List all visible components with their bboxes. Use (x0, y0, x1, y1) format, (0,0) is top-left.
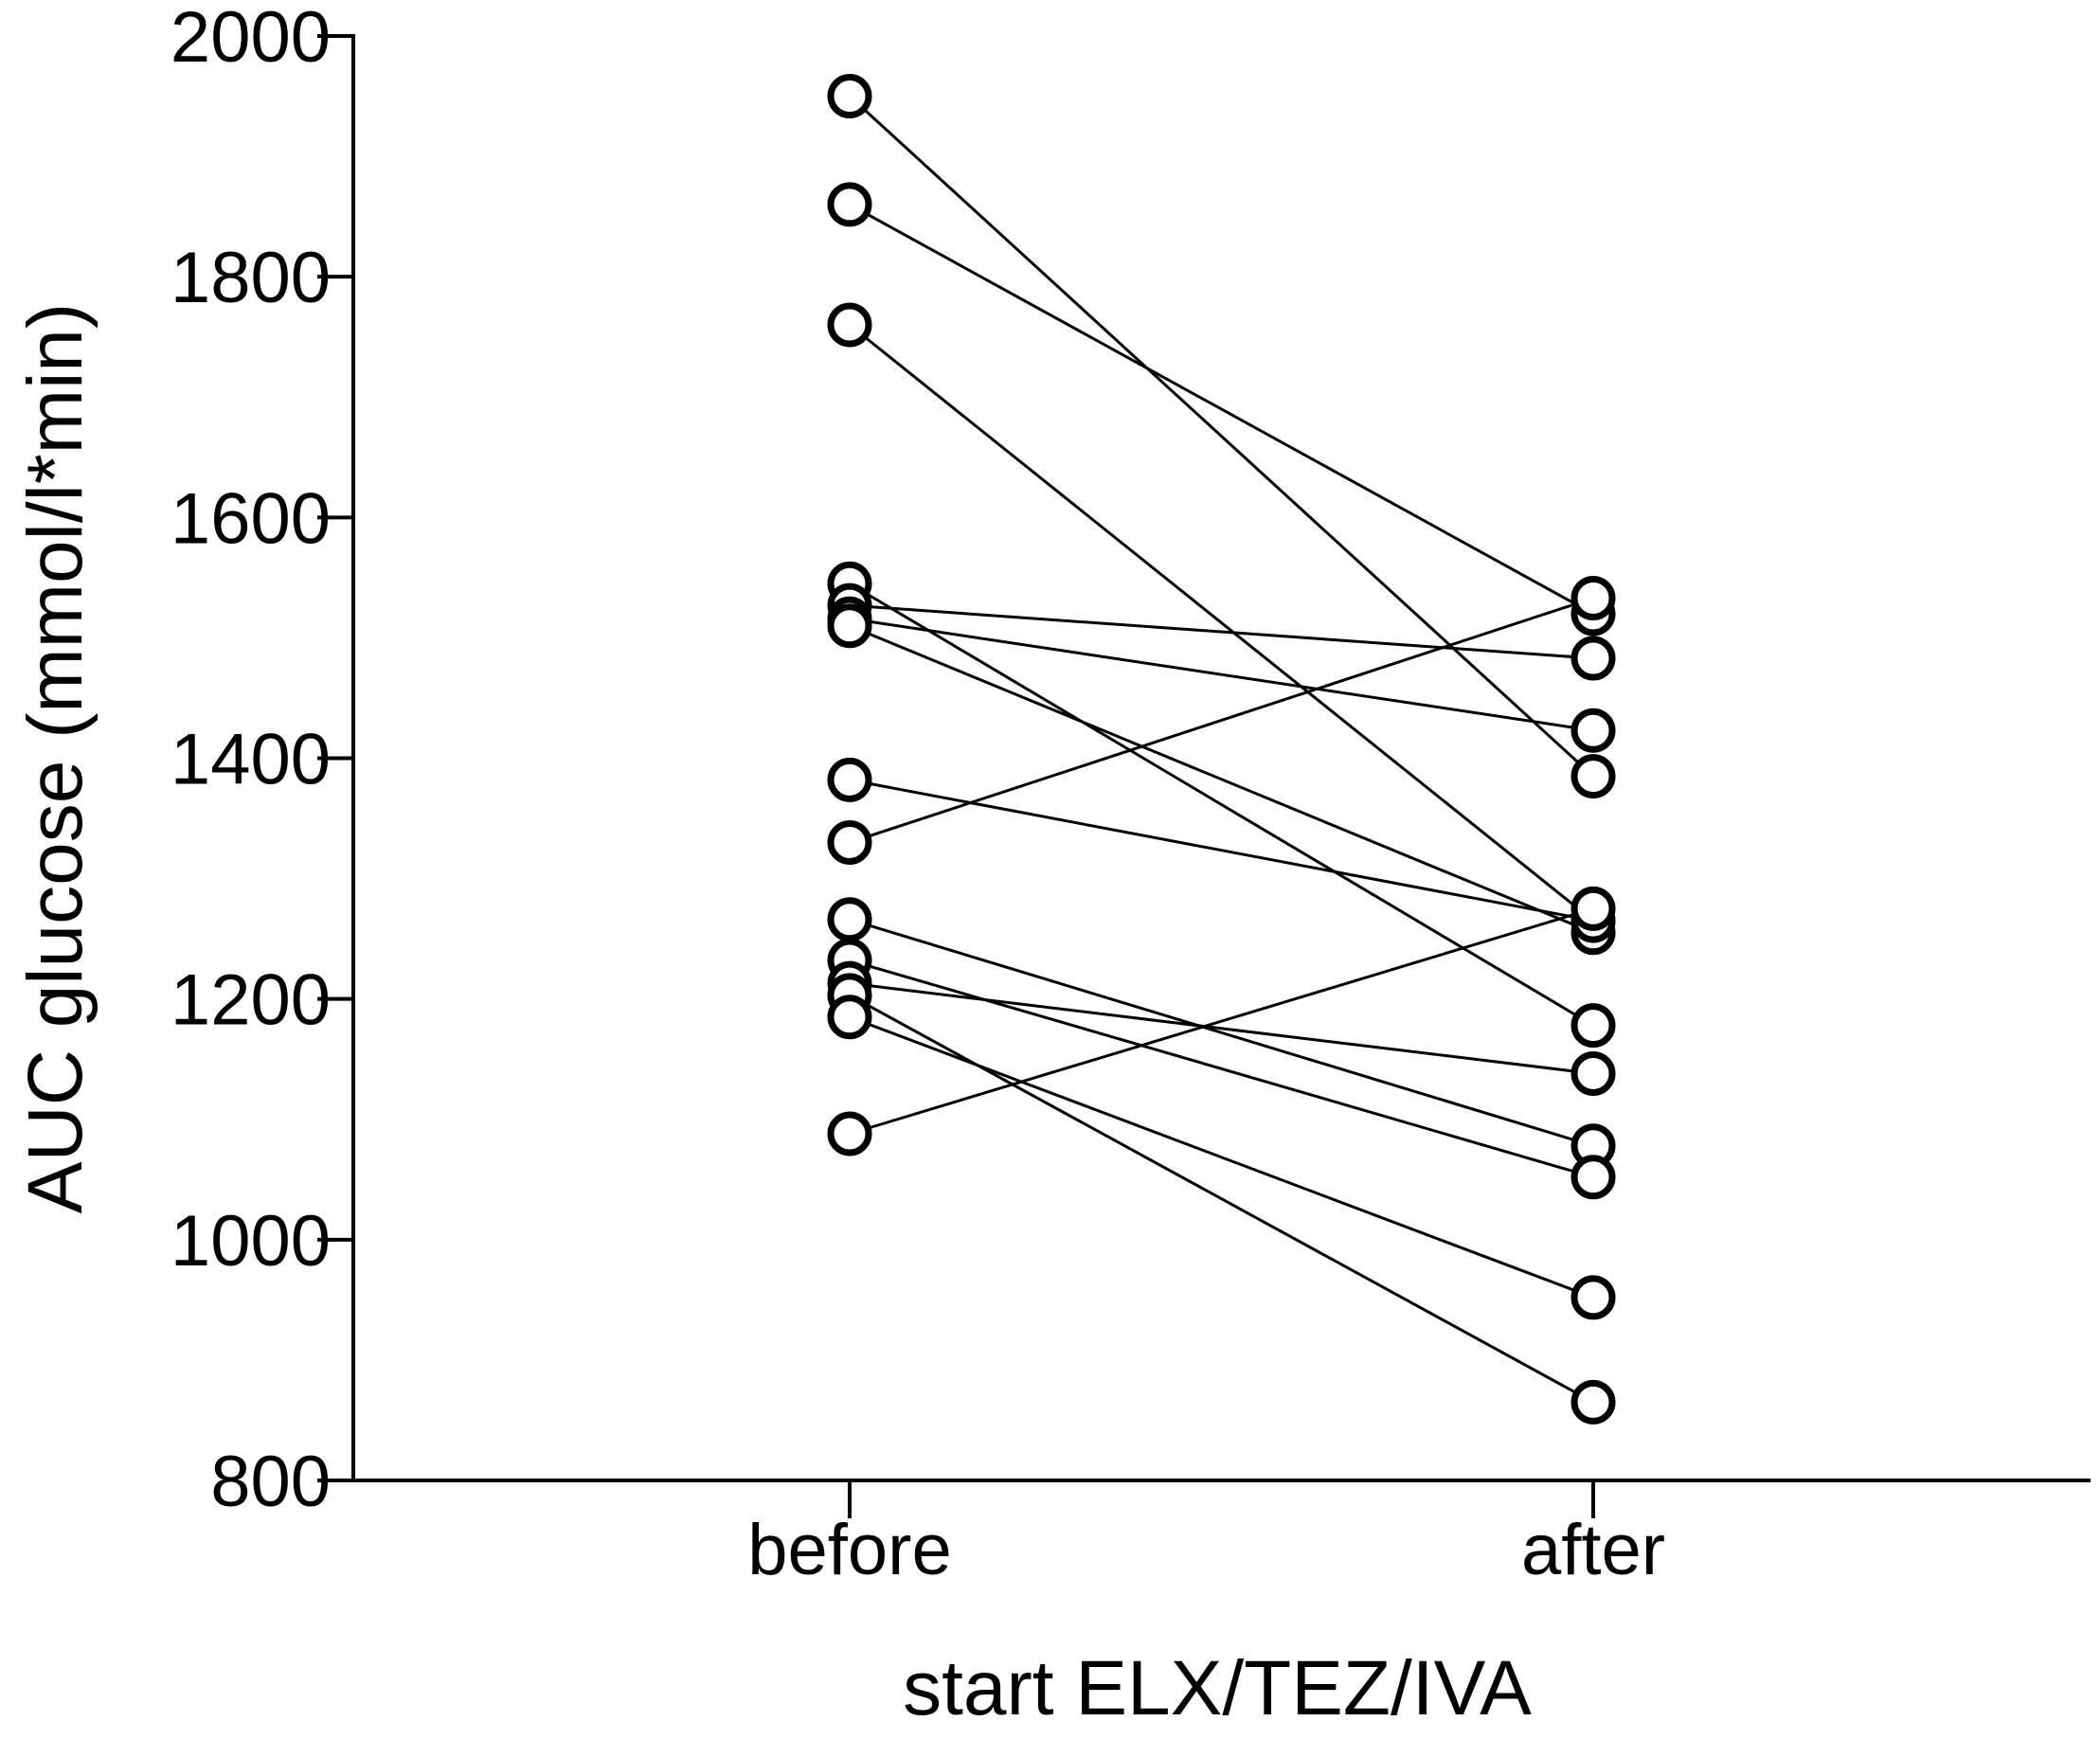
point-after-1 (1571, 754, 1616, 799)
pair-line-10 (849, 918, 1594, 1148)
pair-lines (848, 95, 1595, 1404)
pair-line-15 (849, 906, 1594, 1136)
point-after-5 (1571, 636, 1616, 681)
point-before-14 (827, 995, 872, 1040)
pair-line-8 (849, 778, 1594, 923)
point-before-3 (827, 302, 872, 348)
y-tick-label: 1000 (171, 1201, 331, 1282)
y-tick-label: 1800 (171, 238, 331, 318)
point-after-12 (1571, 1050, 1616, 1096)
pair-line-11 (849, 959, 1594, 1179)
y-tick-labels: 800 1000 1200 1400 1600 1800 2000 (171, 0, 331, 1522)
y-tick-label: 1400 (171, 720, 331, 800)
pair-line-6 (849, 617, 1594, 732)
point-after-14 (1571, 1275, 1616, 1320)
x-axis-ticks (848, 1480, 1595, 1518)
point-before-2 (827, 182, 872, 227)
x-axis-label: start ELX/TEZ/IVA (903, 1645, 1532, 1731)
y-axis-label: AUC glucose (mmol/l*min) (12, 303, 99, 1213)
point-after-4 (1571, 1003, 1616, 1049)
point-before-9 (827, 819, 872, 865)
pair-line-13 (849, 994, 1594, 1404)
pair-line-5 (849, 603, 1594, 660)
x-tick-label-after: after (1521, 1510, 1665, 1590)
pair-line-3 (849, 323, 1594, 923)
point-after-6 (1571, 708, 1616, 753)
pair-line-14 (849, 1015, 1594, 1300)
y-tick-label: 2000 (171, 0, 331, 78)
pair-line-9 (849, 597, 1594, 844)
point-after-11 (1571, 1155, 1616, 1200)
point-before-1 (827, 74, 872, 119)
pair-line-1 (848, 95, 1595, 778)
point-before-10 (827, 897, 872, 942)
y-tick-label: 1600 (171, 478, 331, 559)
x-tick-labels: before after (747, 1510, 1665, 1590)
point-before-8 (827, 757, 872, 802)
x-tick-label-before: before (747, 1510, 952, 1590)
point-after-9 (1571, 575, 1616, 620)
y-tick-label: 1200 (171, 960, 331, 1041)
data-points (827, 74, 1616, 1425)
point-before-15 (827, 1111, 872, 1156)
pair-line-12 (849, 981, 1594, 1075)
pair-line-7 (849, 624, 1594, 935)
y-tick-label: 800 (210, 1442, 331, 1522)
point-after-15 (1571, 886, 1616, 931)
pair-line-4 (849, 582, 1594, 1027)
point-after-13 (1571, 1379, 1616, 1425)
pair-line-2 (849, 203, 1594, 616)
point-before-7 (827, 603, 872, 649)
y-axis-ticks (317, 34, 353, 1482)
